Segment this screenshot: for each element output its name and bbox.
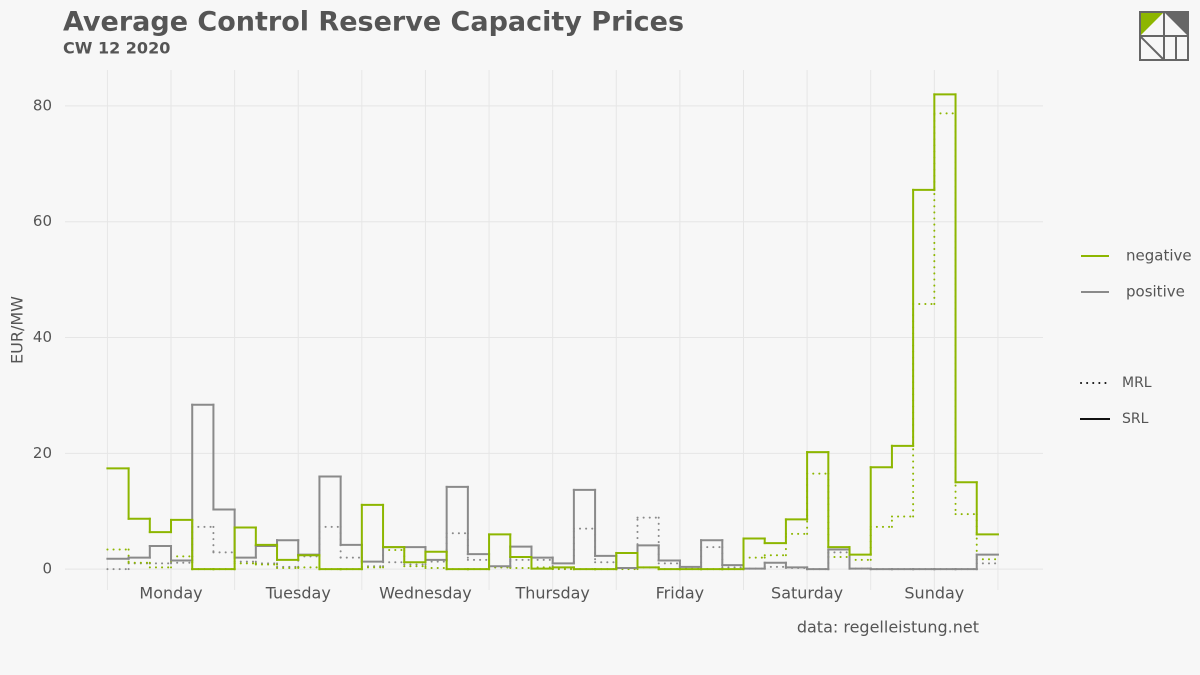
y-tick-label: 0: [42, 560, 52, 578]
legend-label: SRL: [1122, 411, 1149, 427]
x-tick-label: Tuesday: [265, 584, 331, 603]
chart-subtitle: CW 12 2020: [63, 39, 170, 58]
x-tick-label: Monday: [139, 584, 202, 603]
legend-label: MRL: [1122, 375, 1152, 391]
chart-title: Average Control Reserve Capacity Prices: [63, 7, 684, 38]
x-tick-label: Saturday: [771, 584, 843, 603]
x-tick-label: Friday: [656, 584, 705, 603]
caption: data: regelleistung.net: [797, 618, 979, 637]
legend-label: negative: [1126, 247, 1192, 265]
legend-label: positive: [1126, 283, 1185, 301]
y-tick-label: 40: [33, 328, 52, 346]
x-tick-label: Sunday: [904, 584, 964, 603]
y-tick-label: 60: [33, 212, 52, 230]
y-tick-label: 80: [33, 96, 52, 114]
y-axis-label: EUR/MW: [8, 296, 27, 364]
x-tick-label: Wednesday: [379, 584, 472, 603]
x-tick-label: Thursday: [514, 584, 589, 603]
logo: [1139, 11, 1189, 61]
y-tick-label: 20: [33, 444, 52, 462]
